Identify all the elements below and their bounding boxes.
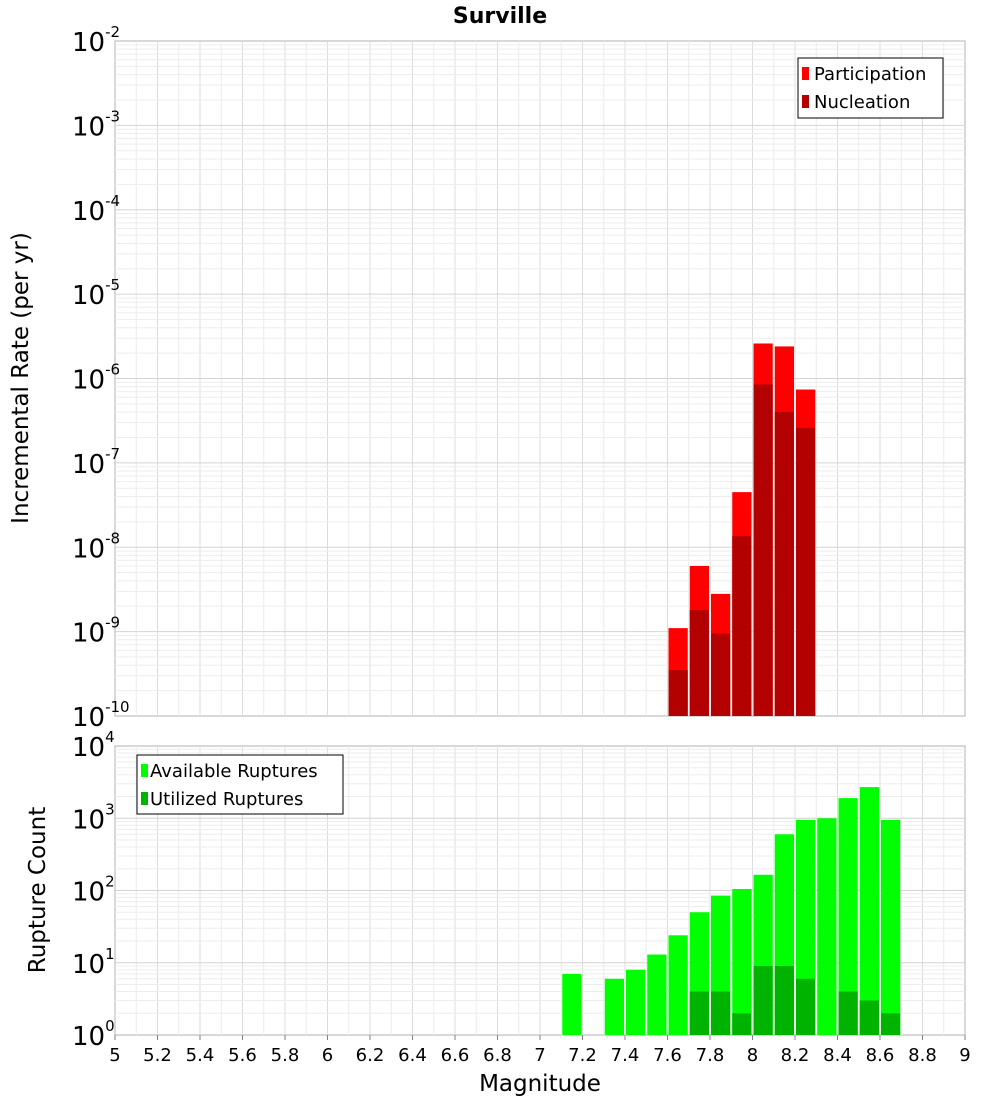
rate-y-tick-label: 10-2 xyxy=(72,23,120,58)
count-bar-available-ruptures xyxy=(668,935,688,1035)
rate-bar-nucleation xyxy=(753,384,773,716)
x-axis-label: Magnitude xyxy=(479,1071,601,1097)
count-panel: 100 101 102 103 104 5 5.2 5.4 5.6 5.8 6 6.2 6.4 6.6 6… xyxy=(25,728,971,1097)
x-tick-label: 8.4 xyxy=(823,1045,852,1066)
rate-bar-nucleation xyxy=(711,633,731,716)
x-tick-label: 5.4 xyxy=(186,1045,215,1066)
x-tick-label: 7.6 xyxy=(653,1045,682,1066)
legend-label-nucleation: Nucleation xyxy=(814,92,910,113)
x-tick-label: 8.8 xyxy=(908,1045,937,1066)
count-y-tick-label: 101 xyxy=(72,945,115,980)
count-bar-available-ruptures xyxy=(859,787,879,1035)
count-bar-available-ruptures xyxy=(647,954,667,1035)
legend-swatch-utilized-ruptures xyxy=(141,792,148,805)
rate-y-tick-label: 10-9 xyxy=(72,614,120,649)
x-tick-label: 5.8 xyxy=(271,1045,300,1066)
rate-y-axis-label: Incremental Rate (per yr) xyxy=(8,232,34,524)
count-bars xyxy=(562,787,901,1035)
x-tick-label: 6.2 xyxy=(356,1045,385,1066)
rate-y-tick-label: 10-5 xyxy=(72,276,120,311)
rate-panel: 10-10 10-9 10-8 10-7 10-6 10-5 10-4 10-3 10-2 In… xyxy=(8,23,966,733)
rate-y-tick-label: 10-6 xyxy=(72,361,120,396)
count-y-tick-label: 104 xyxy=(72,728,115,763)
rate-legend-box xyxy=(797,57,944,119)
count-bar-utilized-ruptures xyxy=(774,966,794,1035)
rate-bar-nucleation xyxy=(796,427,816,716)
x-tick-label: 5.2 xyxy=(143,1045,172,1066)
count-y-tick-label: 100 xyxy=(72,1017,115,1052)
rate-bar-nucleation xyxy=(774,412,794,716)
x-tick-label: 5.6 xyxy=(228,1045,257,1066)
x-tick-label: 7.8 xyxy=(696,1045,725,1066)
count-bar-available-ruptures xyxy=(562,973,582,1035)
count-bar-available-ruptures xyxy=(732,888,752,1035)
x-tick-label: 6 xyxy=(322,1045,333,1066)
rate-y-ticks: 10-10 10-9 10-8 10-7 10-6 10-5 10-4 10-3 10-2 xyxy=(72,23,130,733)
count-legend: Available Ruptures Utilized Ruptures xyxy=(136,754,344,815)
count-bar-utilized-ruptures xyxy=(796,978,816,1035)
legend-label-participation: Participation xyxy=(814,64,926,85)
legend-swatch-available-ruptures xyxy=(141,764,148,777)
legend-label-utilized-ruptures: Utilized Ruptures xyxy=(150,789,303,810)
count-y-ticks: 100 101 102 103 104 xyxy=(72,728,115,1052)
x-tick-label: 7 xyxy=(534,1045,545,1066)
count-bar-available-ruptures xyxy=(604,978,624,1035)
x-tick-label: 9 xyxy=(959,1045,970,1066)
count-bar-utilized-ruptures xyxy=(689,991,709,1035)
count-bar-available-ruptures xyxy=(817,818,837,1035)
x-tick-label: 8.6 xyxy=(866,1045,895,1066)
legend-swatch-participation xyxy=(802,67,809,80)
count-bar-utilized-ruptures xyxy=(838,991,858,1035)
count-bar-utilized-ruptures xyxy=(881,1013,901,1035)
count-bar-available-ruptures xyxy=(881,819,901,1035)
x-tick-label: 8.2 xyxy=(781,1045,810,1066)
count-y-tick-label: 103 xyxy=(72,800,115,835)
count-legend-box xyxy=(136,754,344,815)
x-ticks: 5 5.2 5.4 5.6 5.8 6 6.2 6.4 6.6 6.8 7 7.2 7.4 7.6 7.8 8… xyxy=(109,1035,971,1066)
rate-legend: Participation Nucleation xyxy=(797,57,944,119)
count-bar-utilized-ruptures xyxy=(711,991,731,1035)
x-tick-label: 7.4 xyxy=(611,1045,640,1066)
x-tick-label: 8 xyxy=(747,1045,758,1066)
x-tick-label: 6.6 xyxy=(441,1045,470,1066)
x-tick-label: 7.2 xyxy=(568,1045,597,1066)
count-bar-available-ruptures xyxy=(838,798,858,1035)
rate-bar-nucleation xyxy=(689,610,709,716)
rate-y-tick-label: 10-10 xyxy=(72,698,130,733)
rate-bars xyxy=(668,343,816,716)
rate-gridlines xyxy=(115,41,965,716)
rate-y-tick-label: 10-3 xyxy=(72,107,120,142)
x-tick-label: 6.4 xyxy=(398,1045,427,1066)
chart-title: Surville xyxy=(453,4,547,29)
count-bar-utilized-ruptures xyxy=(753,966,773,1035)
x-tick-label: 6.8 xyxy=(483,1045,512,1066)
rate-bar-nucleation xyxy=(732,536,752,716)
count-bar-utilized-ruptures xyxy=(859,1000,879,1035)
rate-y-tick-label: 10-4 xyxy=(72,192,120,227)
count-bar-utilized-ruptures xyxy=(732,1013,752,1035)
rate-y-tick-label: 10-8 xyxy=(72,529,120,564)
rate-y-tick-label: 10-7 xyxy=(72,445,120,480)
x-tick-label: 5 xyxy=(109,1045,120,1066)
count-bar-available-ruptures xyxy=(626,969,646,1035)
count-y-tick-label: 102 xyxy=(72,873,115,908)
rate-bar-nucleation xyxy=(668,670,688,716)
legend-label-available-ruptures: Available Ruptures xyxy=(150,761,318,782)
count-y-axis-label: Rupture Count xyxy=(25,807,51,973)
legend-swatch-nucleation xyxy=(802,95,809,108)
